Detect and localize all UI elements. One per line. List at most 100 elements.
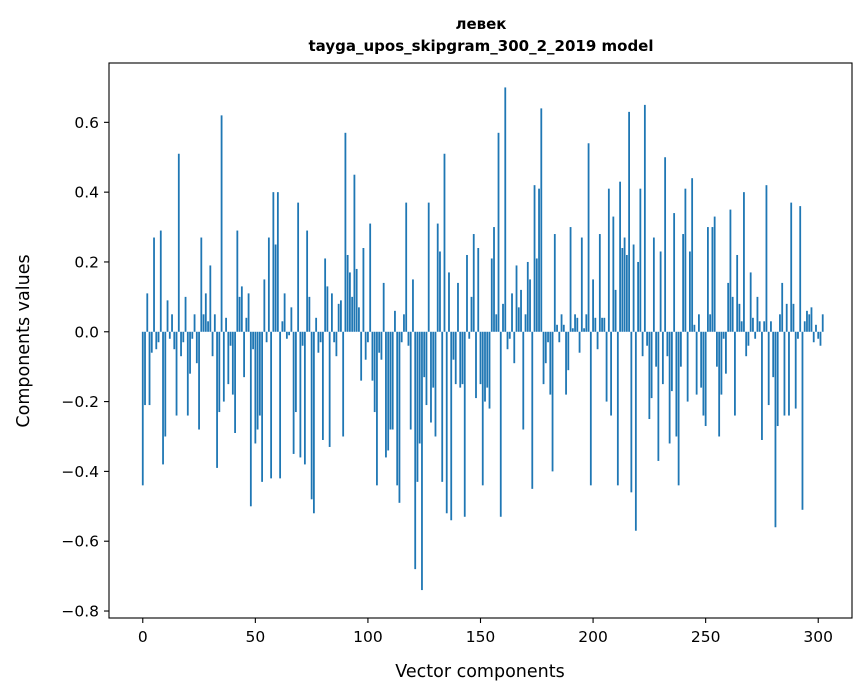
x-tick-label: 0 — [138, 628, 148, 646]
bar — [328, 331, 331, 447]
bar — [211, 331, 214, 357]
bar — [682, 234, 685, 332]
bar — [472, 234, 475, 332]
bar — [353, 174, 356, 332]
x-axis-label: Vector components — [395, 662, 564, 682]
bar — [274, 244, 277, 332]
bar — [770, 321, 772, 332]
bar — [270, 331, 273, 479]
bar — [479, 331, 482, 385]
bar — [504, 87, 507, 332]
bar — [763, 321, 766, 332]
bar — [567, 331, 570, 371]
bar — [276, 192, 279, 332]
bar — [511, 293, 513, 332]
bar — [713, 216, 716, 332]
bar — [263, 279, 266, 332]
bar — [238, 296, 241, 332]
plot-frame — [108, 62, 853, 619]
bar — [421, 331, 423, 591]
bar — [141, 331, 144, 486]
bar — [493, 227, 495, 332]
bar — [700, 331, 703, 388]
bar — [725, 331, 727, 374]
bar — [450, 331, 453, 521]
bar — [191, 331, 194, 339]
bar — [704, 331, 707, 427]
bar — [531, 331, 534, 489]
bar — [580, 237, 583, 332]
bar — [598, 234, 601, 332]
bar — [249, 331, 252, 507]
bar — [540, 108, 543, 332]
bar — [162, 331, 164, 465]
bar — [779, 314, 781, 332]
bar — [520, 289, 522, 332]
bar — [166, 300, 169, 332]
bar — [576, 317, 579, 332]
bar — [382, 282, 385, 332]
bar — [661, 331, 664, 385]
x-tick-label: 250 — [691, 628, 721, 646]
bar — [684, 188, 687, 332]
x-tick-label: 100 — [353, 628, 383, 646]
bar — [772, 331, 775, 378]
bar — [754, 331, 757, 339]
bar — [254, 331, 257, 444]
bar — [159, 230, 162, 332]
bar — [562, 324, 565, 332]
bar — [227, 331, 230, 385]
bar — [515, 265, 518, 332]
bar — [445, 331, 448, 514]
bar — [657, 331, 660, 461]
bar — [439, 251, 441, 332]
bar — [758, 321, 761, 332]
bar — [670, 331, 673, 392]
bar — [821, 314, 824, 332]
bar — [292, 331, 295, 454]
bar — [427, 202, 430, 332]
bar — [722, 331, 725, 339]
bar — [522, 331, 525, 430]
bar — [691, 178, 694, 332]
bar — [711, 227, 714, 332]
bar — [373, 331, 376, 413]
bar — [675, 331, 678, 437]
bar — [459, 331, 462, 388]
bar — [752, 317, 754, 332]
bar — [213, 314, 216, 332]
bar — [204, 293, 207, 332]
bar — [688, 251, 691, 332]
bar — [621, 248, 624, 332]
bar — [243, 331, 245, 378]
bar — [585, 314, 588, 332]
bar — [202, 314, 205, 332]
bar — [806, 310, 808, 332]
bar — [290, 307, 293, 332]
bar — [303, 331, 306, 465]
bar — [175, 331, 178, 416]
bar — [709, 314, 712, 332]
bar — [177, 153, 180, 332]
y-tick-label: 0.0 — [74, 323, 99, 341]
bar — [220, 115, 223, 332]
bar — [603, 317, 606, 332]
bar — [761, 331, 763, 440]
bar — [369, 223, 372, 332]
bar — [362, 248, 365, 332]
bar — [376, 331, 378, 486]
bar — [499, 331, 502, 517]
bar — [792, 303, 795, 332]
bar — [544, 331, 547, 364]
bar — [529, 279, 531, 332]
bar — [799, 206, 802, 332]
bar — [281, 321, 284, 332]
bar — [409, 331, 412, 430]
bar — [542, 331, 545, 385]
bar — [632, 244, 635, 332]
bars-group — [141, 87, 824, 591]
bar — [364, 331, 367, 360]
y-tick-label: −0.2 — [61, 393, 99, 411]
bar — [659, 251, 662, 332]
bar — [157, 331, 160, 343]
